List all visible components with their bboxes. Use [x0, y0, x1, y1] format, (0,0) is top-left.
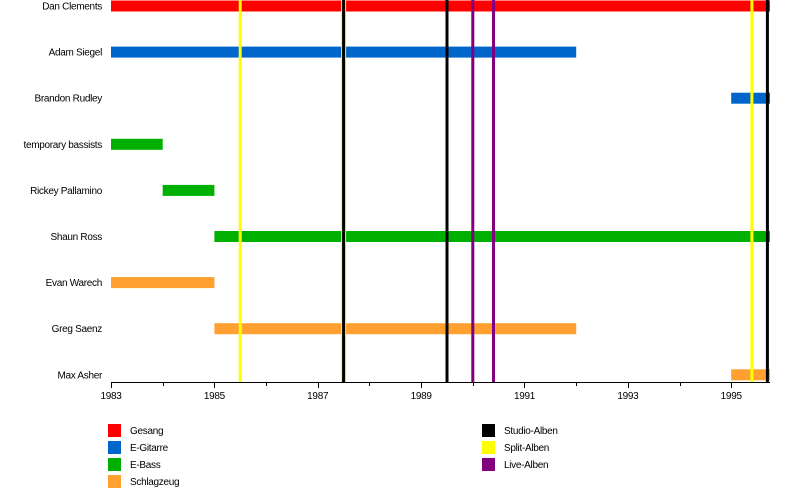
tick-label-1989: 1989 [411, 391, 433, 402]
member-label-dan-clements: Dan Clements [42, 2, 102, 13]
legend-swatch-gesang [108, 424, 121, 437]
member-label-rickey-pallamino: Rickey Pallamino [30, 186, 103, 197]
member-label-brandon-rudley: Brandon Rudley [34, 94, 102, 105]
member-label-greg-saenz: Greg Saenz [52, 324, 103, 335]
tick-label-1987: 1987 [307, 391, 329, 402]
release-line-live-alben-4 [471, 0, 475, 382]
member-labels: Dan Clements Adam Siegel Brandon Rudley tem… [23, 2, 103, 382]
member-bars [111, 0, 770, 381]
tick-label-1993: 1993 [617, 391, 639, 402]
legend-swatch-e-bass [108, 458, 121, 471]
legend-label-live-alben: Live-Alben [504, 460, 548, 471]
legend-label-schlagzeug: Schlagzeug [130, 477, 179, 488]
legend-swatch-schlagzeug [108, 475, 121, 488]
release-line-split-alben-0 [238, 0, 242, 382]
legend-label-studio-alben: Studio-Alben [504, 426, 558, 437]
bar-evan-warech-schlagzeug [111, 277, 215, 289]
member-label-shaun-ross: Shaun Ross [51, 232, 103, 243]
release-line-studio-alben-2 [342, 0, 346, 382]
bar-temporary-bassists-e-bass [111, 138, 163, 150]
release-line-split-alben-6 [750, 0, 754, 382]
member-label-adam-siegel: Adam Siegel [49, 48, 102, 59]
legend-label-gesang: Gesang [130, 426, 163, 437]
legend-swatch-split-alben [482, 441, 495, 454]
release-line-live-alben-5 [492, 0, 495, 382]
legend-label-e-bass: E-Bass [130, 460, 161, 471]
legend-label-e-gitarre: E-Gitarre [130, 443, 169, 454]
legend-label-split-alben: Split-Alben [504, 443, 549, 454]
member-label-evan-warech: Evan Warech [46, 278, 102, 289]
legend-swatch-studio-alben [482, 424, 495, 437]
release-line-studio-alben-3 [445, 0, 449, 382]
legend-swatch-live-alben [482, 458, 495, 471]
bar-rickey-pallamino-e-bass [162, 184, 215, 196]
tick-label-1995: 1995 [721, 391, 743, 402]
member-label-max-asher: Max Asher [57, 370, 103, 381]
member-label-temporary-bassists: temporary bassists [23, 140, 102, 151]
x-axis: 1983 1985 1987 1989 1991 1993 1995 [100, 382, 770, 402]
legend-swatch-e-gitarre [108, 441, 121, 454]
tick-label-1985: 1985 [204, 391, 226, 402]
tick-label-1983: 1983 [100, 391, 122, 402]
bar-greg-saenz-schlagzeug [214, 323, 577, 335]
tick-label-1991: 1991 [514, 391, 536, 402]
release-line-studio-alben-7 [765, 0, 769, 382]
album-release-lines [238, 0, 769, 382]
bar-dan-clements-gesang [111, 0, 770, 12]
legend: Gesang E-Gitarre E-Bass Schlagzeug Studio-Al… [108, 424, 558, 488]
